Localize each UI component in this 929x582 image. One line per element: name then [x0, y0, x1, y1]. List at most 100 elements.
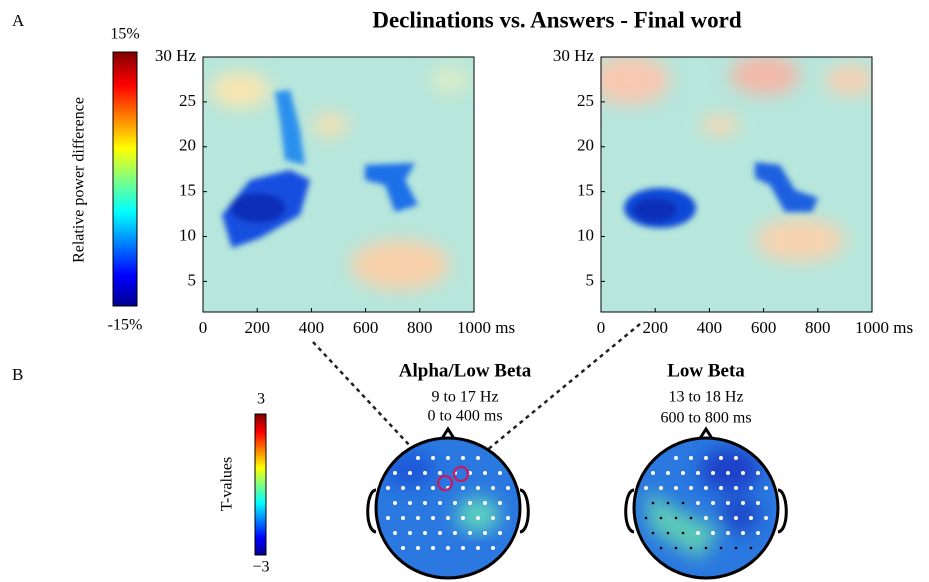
electrode: [689, 486, 693, 490]
topo-title: Alpha/Low Beta: [399, 360, 532, 381]
electrode: [659, 486, 663, 490]
electrode: [498, 501, 502, 505]
y-tick-label: 5: [586, 270, 595, 289]
electrode: [719, 546, 723, 550]
electrode: [461, 546, 465, 550]
electrode: [423, 531, 427, 535]
electrode: [461, 486, 465, 490]
electrode: [446, 456, 450, 460]
electrode: [468, 501, 472, 505]
colorbar: [254, 413, 267, 556]
electrode: [666, 471, 670, 475]
electrode: [681, 531, 685, 535]
electrode: [674, 546, 678, 550]
electrode: [506, 486, 510, 490]
electrode: [476, 516, 480, 520]
electrode: [756, 501, 760, 505]
electrode: [674, 516, 678, 520]
colorbar-label: T-values: [219, 457, 236, 512]
x-tick-label: 800: [805, 318, 831, 337]
electrode: [741, 501, 745, 505]
electrode: [453, 531, 457, 535]
electrode: [749, 516, 753, 520]
electrode: [453, 501, 457, 505]
electrode: [431, 456, 435, 460]
electrode: [408, 501, 412, 505]
y-tick-label: 15: [577, 181, 594, 200]
electrode: [483, 471, 487, 475]
electrode: [659, 546, 663, 550]
electrode: [756, 531, 760, 535]
connector: [462, 323, 641, 471]
electrode: [681, 471, 685, 475]
frame: [600, 56, 873, 313]
electrode: [726, 531, 730, 535]
electrode-highlight: [452, 465, 470, 483]
electrode: [416, 486, 420, 490]
x-tick-label: 400: [299, 318, 325, 337]
electrode: [711, 531, 715, 535]
electrode: [651, 501, 655, 505]
y-tick-label: 20: [577, 136, 594, 155]
electrode: [408, 531, 412, 535]
electrode: [726, 471, 730, 475]
topo-subtitle: 13 to 18 Hz: [668, 389, 743, 406]
electrode: [468, 531, 472, 535]
electrode: [393, 471, 397, 475]
y-tick-label: 30 Hz: [553, 46, 595, 65]
electrode: [438, 501, 442, 505]
electrode: [476, 546, 480, 550]
electrode: [659, 516, 663, 520]
electrode: [401, 546, 405, 550]
electrode: [704, 456, 708, 460]
x-tick-label: 400: [697, 318, 723, 337]
electrode: [446, 516, 450, 520]
electrode: [644, 516, 648, 520]
electrode: [491, 516, 495, 520]
tf-map: [203, 57, 474, 312]
electrode: [734, 546, 738, 550]
electrode: [674, 486, 678, 490]
electrode: [704, 546, 708, 550]
electrode: [476, 456, 480, 460]
electrode: [749, 546, 753, 550]
electrode: [386, 486, 390, 490]
electrode: [689, 546, 693, 550]
x-tick-label: 800: [407, 318, 433, 337]
panel-label: B: [12, 365, 23, 384]
topo-title: Low Beta: [667, 360, 745, 381]
electrode: [491, 546, 495, 550]
x-tick-label: 0: [199, 318, 208, 337]
y-tick-label: 10: [577, 225, 594, 244]
electrode: [408, 471, 412, 475]
electrode: [401, 516, 405, 520]
colorbar-max: 15%: [110, 26, 139, 43]
electrode: [416, 546, 420, 550]
electrode: [681, 501, 685, 505]
electrode: [666, 501, 670, 505]
electrode-highlight: [436, 474, 454, 492]
x-tick-label: 600: [353, 318, 379, 337]
electrode: [483, 531, 487, 535]
x-tick-label: 200: [244, 318, 270, 337]
electrode: [711, 471, 715, 475]
electrode: [401, 486, 405, 490]
electrode: [393, 501, 397, 505]
topo-subtitle: 9 to 17 Hz: [431, 389, 498, 406]
electrode: [438, 471, 442, 475]
y-tick-label: 25: [577, 91, 594, 110]
x-tick-label: 0: [597, 318, 606, 337]
frame: [202, 56, 475, 313]
electrode: [416, 456, 420, 460]
y-tick-label: 20: [179, 136, 196, 155]
electrode: [666, 531, 670, 535]
colorbar-min: -15%: [108, 317, 143, 334]
electrode: [696, 501, 700, 505]
electrode: [461, 516, 465, 520]
electrode: [726, 501, 730, 505]
electrode: [764, 486, 768, 490]
y-tick-label: 5: [188, 270, 197, 289]
electrode: [741, 531, 745, 535]
topo-subtitle: 600 to 800 ms: [660, 410, 751, 427]
